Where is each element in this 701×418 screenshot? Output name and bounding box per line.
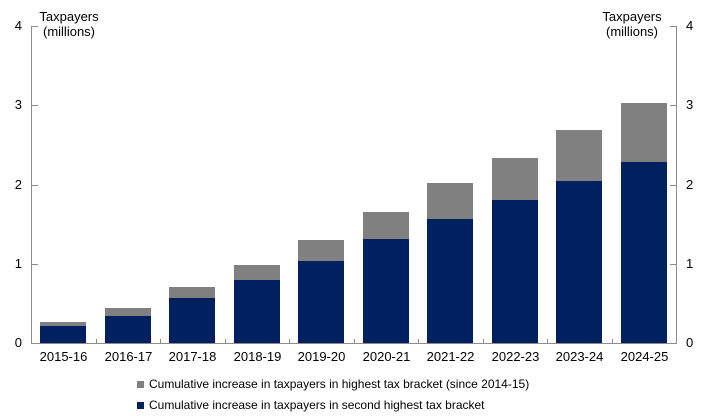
y-axis-label-right-4: 4	[686, 18, 694, 33]
x-axis-label-2024-25: 2024-25	[620, 349, 669, 364]
right-axis-title: Taxpayers (millions)	[596, 9, 668, 39]
bar-segment-second-highest-bracket-2018-19	[234, 280, 280, 343]
left-axis-title: Taxpayers (millions)	[33, 9, 105, 39]
bar-segment-highest-bracket-2018-19	[234, 265, 280, 280]
y-tick-left-2	[32, 185, 38, 186]
x-axis-label-2022-23: 2022-23	[491, 349, 540, 364]
bar-segment-second-highest-bracket-2023-24	[556, 181, 602, 343]
y-tick-right-3	[670, 105, 676, 106]
x-axis-label-2018-19: 2018-19	[233, 349, 282, 364]
y-tick-right-4	[670, 26, 676, 27]
y-tick-left-0	[32, 343, 38, 344]
y-tick-right-2	[670, 185, 676, 186]
y-axis-label-left-3: 3	[14, 97, 22, 112]
bar-segment-highest-bracket-2021-22	[427, 183, 473, 219]
y-tick-left-3	[32, 105, 38, 106]
bar-segment-highest-bracket-2017-18	[169, 287, 215, 298]
left-axis-title-line1: Taxpayers	[39, 9, 99, 24]
bar-group-2016-17	[105, 308, 151, 343]
x-axis-label-2017-18: 2017-18	[168, 349, 217, 364]
y-axis-label-right-1: 1	[686, 256, 694, 271]
bar-segment-second-highest-bracket-2015-16	[40, 326, 86, 343]
bar-segment-highest-bracket-2022-23	[492, 158, 538, 200]
bar-group-2015-16	[40, 322, 86, 343]
bar-segment-second-highest-bracket-2024-25	[621, 162, 667, 343]
bar-segment-highest-bracket-2016-17	[105, 308, 151, 316]
legend-marker-second-highest-bracket	[137, 401, 144, 409]
bar-segment-second-highest-bracket-2016-17	[105, 316, 151, 343]
y-tick-left-1	[32, 264, 38, 265]
y-axis-label-left-2: 2	[14, 177, 22, 192]
x-axis-label-2021-22: 2021-22	[426, 349, 475, 364]
y-axis-label-right-2: 2	[686, 177, 694, 192]
bar-group-2019-20	[298, 240, 344, 343]
bar-segment-second-highest-bracket-2019-20	[298, 261, 344, 343]
x-axis-label-2023-24: 2023-24	[555, 349, 604, 364]
x-axis-label-2019-20: 2019-20	[297, 349, 346, 364]
x-tick-3	[225, 339, 226, 343]
x-tick-4	[289, 339, 290, 343]
y-axis-label-left-0: 0	[14, 335, 22, 350]
bar-group-2024-25	[621, 103, 667, 343]
y-axis-left-line	[31, 26, 32, 343]
y-tick-left-4	[32, 26, 38, 27]
legend-item-second-highest-bracket: Cumulative increase in taxpayers in seco…	[137, 397, 529, 413]
bar-group-2021-22	[427, 183, 473, 343]
x-tick-5	[354, 339, 355, 343]
right-axis-title-line2: (millions)	[606, 24, 658, 39]
left-axis-title-line2: (millions)	[43, 24, 95, 39]
y-axis-right-line	[676, 26, 677, 343]
y-axis-label-right-3: 3	[686, 97, 694, 112]
x-tick-8	[547, 339, 548, 343]
x-tick-7	[483, 339, 484, 343]
y-tick-right-1	[670, 264, 676, 265]
bar-group-2017-18	[169, 287, 215, 343]
x-axis-label-2016-17: 2016-17	[104, 349, 153, 364]
bar-segment-second-highest-bracket-2017-18	[169, 298, 215, 343]
bar-group-2018-19	[234, 265, 280, 343]
y-axis-label-right-0: 0	[686, 335, 694, 350]
x-axis-label-2020-21: 2020-21	[362, 349, 411, 364]
x-tick-9	[612, 339, 613, 343]
bar-group-2020-21	[363, 212, 409, 343]
legend-marker-highest-bracket	[137, 380, 144, 388]
bar-segment-second-highest-bracket-2021-22	[427, 219, 473, 343]
legend-label-second-highest-bracket: Cumulative increase in taxpayers in seco…	[149, 397, 485, 412]
y-tick-right-0	[670, 343, 676, 344]
bar-segment-highest-bracket-2023-24	[556, 130, 602, 181]
legend: Cumulative increase in taxpayers in high…	[137, 376, 529, 418]
bar-group-2022-23	[492, 158, 538, 343]
bar-segment-second-highest-bracket-2020-21	[363, 239, 409, 343]
bar-group-2023-24	[556, 130, 602, 343]
x-tick-2	[160, 339, 161, 343]
bar-segment-second-highest-bracket-2022-23	[492, 200, 538, 343]
x-axis-label-2015-16: 2015-16	[39, 349, 88, 364]
y-axis-label-left-4: 4	[14, 18, 22, 33]
bar-segment-highest-bracket-2019-20	[298, 240, 344, 261]
bar-segment-highest-bracket-2020-21	[363, 212, 409, 239]
bar-segment-highest-bracket-2024-25	[621, 103, 667, 162]
x-tick-1	[96, 339, 97, 343]
x-axis-line	[31, 343, 677, 344]
y-axis-label-left-1: 1	[14, 256, 22, 271]
legend-label-highest-bracket: Cumulative increase in taxpayers in high…	[149, 376, 530, 391]
x-tick-6	[418, 339, 419, 343]
legend-item-highest-bracket: Cumulative increase in taxpayers in high…	[137, 376, 529, 392]
right-axis-title-line1: Taxpayers	[602, 9, 662, 24]
bar-segment-highest-bracket-2015-16	[40, 322, 86, 326]
